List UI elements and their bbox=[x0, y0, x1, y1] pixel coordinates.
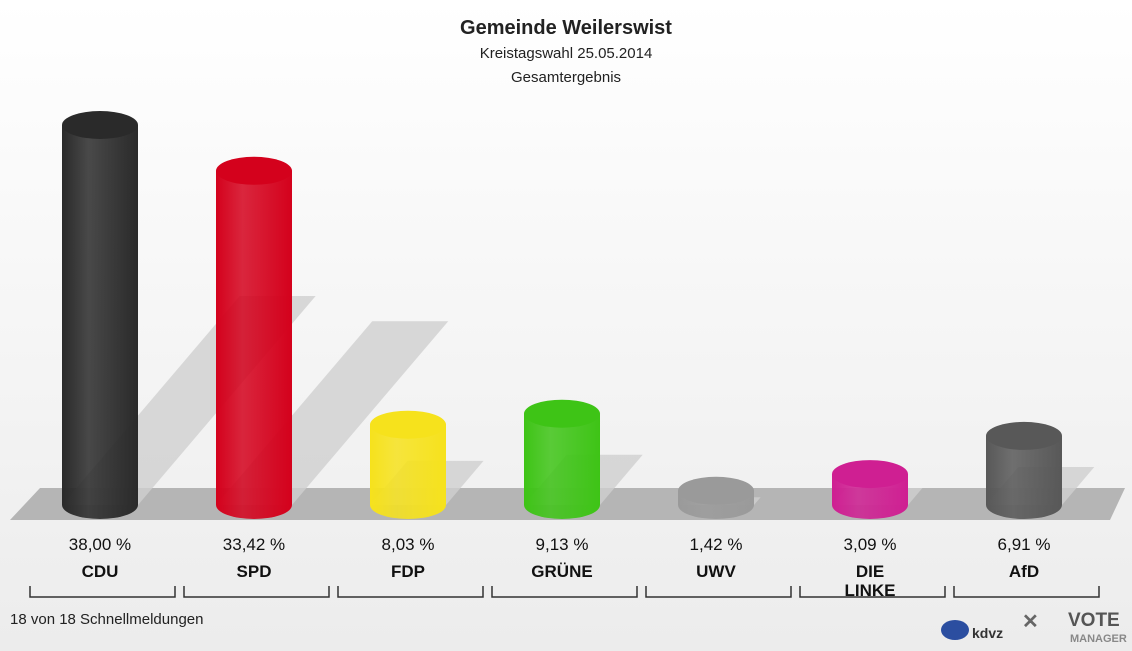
footnote: 18 von 18 Schnellmeldungen bbox=[10, 611, 203, 628]
bar-top bbox=[832, 460, 908, 489]
bar-top bbox=[370, 410, 446, 439]
bar-top bbox=[62, 111, 138, 139]
bar-top bbox=[678, 476, 754, 505]
category-label: DIE LINKE bbox=[844, 562, 896, 600]
value-label: 33,42 % bbox=[223, 535, 285, 554]
logo-icon bbox=[941, 620, 969, 640]
bar bbox=[370, 424, 446, 519]
bar-top bbox=[524, 399, 600, 428]
logo-text: ✕ bbox=[1022, 611, 1039, 633]
logo-text: kdvz bbox=[972, 625, 1003, 641]
value-label: 1,42 % bbox=[690, 535, 743, 554]
bar bbox=[216, 170, 292, 520]
bar-top bbox=[216, 156, 292, 185]
chart-subtitle: Kreistagswahl 25.05.2014 bbox=[480, 45, 653, 62]
bars bbox=[62, 111, 1062, 520]
bar bbox=[524, 413, 600, 519]
logo-text: VOTE bbox=[1068, 610, 1120, 631]
bracket bbox=[337, 586, 484, 598]
value-label: 8,03 % bbox=[382, 535, 435, 554]
bracket bbox=[29, 586, 176, 598]
logo-text: MANAGER bbox=[1070, 633, 1127, 645]
value-label: 38,00 % bbox=[69, 535, 131, 554]
bar bbox=[62, 125, 138, 519]
chart-subtitle: Gesamtergebnis bbox=[511, 69, 621, 86]
category-label: GRÜNE bbox=[531, 562, 593, 581]
bracket bbox=[645, 586, 792, 598]
bracket bbox=[799, 586, 946, 598]
bracket bbox=[491, 586, 638, 598]
bar bbox=[986, 435, 1062, 519]
value-label: 6,91 % bbox=[998, 535, 1051, 554]
category-label: SPD bbox=[236, 562, 272, 581]
bracket bbox=[183, 586, 330, 598]
category-label: FDP bbox=[391, 562, 425, 581]
value-label: 3,09 % bbox=[844, 535, 897, 554]
bar-top bbox=[986, 421, 1062, 450]
chart-title: Gemeinde Weilerswist bbox=[460, 17, 672, 39]
bracket bbox=[953, 586, 1100, 598]
category-label: AfD bbox=[1008, 562, 1040, 581]
value-label: 9,13 % bbox=[536, 535, 589, 554]
category-label: CDU bbox=[81, 562, 119, 581]
category-label: UWV bbox=[696, 562, 736, 581]
